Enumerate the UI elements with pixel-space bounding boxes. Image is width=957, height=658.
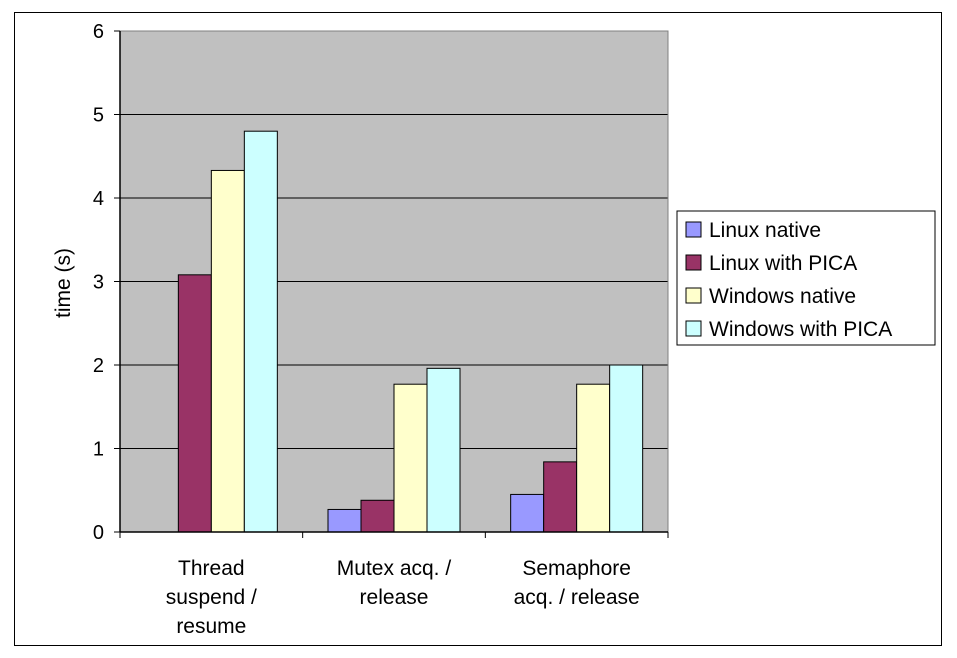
x-category-label: Mutex acq. / release [337, 557, 452, 609]
bar-windows-native [393, 383, 428, 533]
legend-swatch [685, 221, 702, 238]
x-category-label: Thread suspend / resume [166, 557, 257, 638]
y-tick-label: 3 [93, 272, 104, 294]
legend-label: Linux with PICA [709, 252, 857, 275]
legend-label: Windows with PICA [709, 318, 892, 341]
x-category-label: Semaphore acq. / release [514, 557, 640, 609]
bar-linux-with-pica [543, 461, 578, 533]
bar-linux-native [510, 493, 545, 533]
bar-linux-with-pica [177, 274, 212, 533]
bar-windows-native [576, 383, 611, 533]
axes: 0 1 2 3 4 5 6 Thread suspend / resume Mutex acq. /… [93, 21, 669, 638]
bar-windows-native [210, 169, 245, 533]
legend-box [676, 210, 936, 346]
legend-label: Linux native [709, 219, 821, 242]
y-tick-label: 0 [93, 522, 104, 544]
bars [177, 130, 644, 533]
legend-label: Windows native [709, 285, 856, 308]
y-tick-label: 4 [93, 188, 104, 210]
y-tick-label: 6 [93, 21, 104, 43]
bar-linux-with-pica [360, 499, 395, 533]
y-tick-label: 1 [93, 439, 104, 461]
y-axis-title: time (s) [52, 248, 75, 318]
y-tick-label: 2 [93, 355, 104, 377]
legend-swatch [685, 254, 702, 271]
legend-swatch [685, 320, 702, 337]
legend-swatch [685, 287, 702, 304]
legend: Linux native Linux with PICA Windows nativ… [676, 210, 936, 346]
bar-windows-with-pica [609, 364, 644, 533]
bar-windows-with-pica [426, 367, 461, 533]
y-tick-label: 5 [93, 105, 104, 127]
bar-linux-native [327, 508, 362, 533]
bar-windows-with-pica [243, 130, 278, 533]
